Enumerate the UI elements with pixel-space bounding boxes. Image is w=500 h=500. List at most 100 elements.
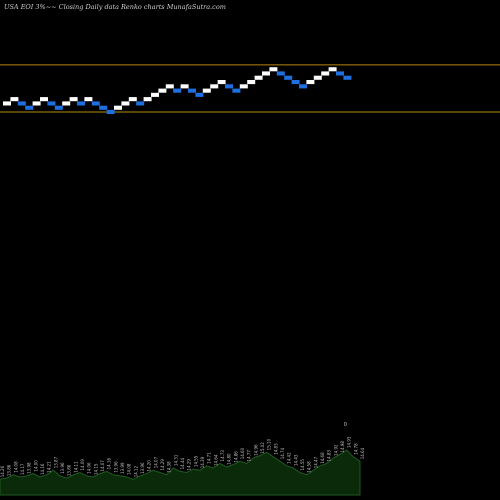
volume-label: 14.07 — [153, 456, 158, 468]
volume-label: 14.44 — [180, 457, 185, 469]
volume-label: 14.07 — [100, 460, 105, 472]
renko-brick-down — [195, 92, 204, 97]
renko-brick-up — [262, 71, 270, 76]
volume-label: 14.83 — [273, 443, 278, 455]
renko-brick-down — [336, 71, 344, 76]
volume-label: 14.16 — [40, 463, 45, 475]
volume-area — [0, 449, 361, 496]
renko-brick-down — [225, 84, 233, 89]
volume-label: 14.83 — [327, 450, 332, 462]
volume-label: 14.55 — [193, 455, 198, 467]
renko-brick-down — [291, 80, 300, 85]
renko-brick-up — [62, 101, 71, 106]
renko-brick-up — [40, 97, 48, 102]
volume-label: 14.06 — [87, 462, 92, 474]
volume-label: 14.92 — [333, 444, 338, 456]
volume-label: 14.26 — [0, 465, 5, 477]
volume-label: 14.64 — [360, 447, 365, 459]
renko-brick-up — [10, 97, 19, 102]
volume-label: 14.74 — [280, 447, 285, 459]
volume-label: 14.98 — [340, 441, 345, 453]
renko-brick-up — [165, 84, 174, 89]
renko-brick-down — [91, 101, 100, 106]
renko-bricks — [3, 67, 352, 114]
renko-brick-up — [3, 101, 11, 106]
volume-label: 14.11 — [73, 461, 78, 473]
volume-label: 13.96 — [113, 461, 118, 473]
volume-label: 14.47 — [313, 456, 318, 468]
renko-brick-down — [232, 88, 241, 93]
volume-label: 13.98 — [27, 462, 32, 474]
volume-label: 14.38 — [167, 461, 172, 473]
renko-brick-down — [17, 101, 26, 106]
volume-label: 13.86 — [7, 464, 12, 476]
volume-label: 13.96 — [60, 462, 65, 474]
renko-brick-up — [269, 67, 278, 72]
renko-brick-up — [306, 80, 315, 85]
reference-lines — [0, 64, 500, 113]
volume-label: 13.87 — [53, 456, 58, 468]
renko-brick-down — [77, 101, 85, 106]
volume-label: 14.09 — [80, 459, 85, 471]
volume-label: 14.73 — [220, 450, 225, 462]
renko-brick-up — [202, 88, 211, 93]
volume-label: 14.08 — [13, 461, 18, 473]
renko-brick-up — [121, 101, 130, 106]
renko-brick-up — [84, 97, 93, 102]
volume-label: 14.60 — [240, 447, 245, 459]
volume-label: 15.02 — [260, 442, 265, 454]
volume-label: 14.39 — [200, 456, 205, 468]
renko-brick-up — [313, 75, 322, 80]
volume-label: 14.17 — [20, 463, 25, 475]
volume-label: 14.29 — [160, 459, 165, 471]
renko-brick-down — [47, 101, 56, 106]
volume-label: 14.31 — [173, 454, 178, 466]
volume-label: 14.86 — [233, 451, 238, 463]
volume-labels: 14.26 13.86 14.08 14.17 13.98 14.00 14.16 14.21… — [0, 422, 365, 477]
volume-label: 14.58 — [307, 461, 312, 473]
volume-label: 14.55 — [300, 459, 305, 471]
renko-brick-down — [343, 75, 352, 80]
volume-label: 14.15 — [93, 463, 98, 475]
volume-label: 14.00 — [33, 460, 38, 472]
renko-brick-down — [25, 105, 34, 110]
volume-panel — [0, 449, 361, 496]
renko-brick-up — [114, 105, 122, 110]
renko-brick-up — [328, 67, 337, 72]
volume-label: 14.71 — [207, 452, 212, 464]
volume-label: 14.78 — [353, 443, 358, 455]
renko-brick-down — [284, 75, 293, 80]
renko-brick-down — [173, 88, 182, 93]
renko-brick-down — [99, 105, 108, 110]
renko-brick-up — [158, 88, 167, 93]
renko-brick-up — [151, 92, 159, 97]
volume-label: 14.96 — [253, 444, 258, 456]
renko-brick-up — [180, 84, 189, 89]
renko-brick-down — [276, 71, 285, 76]
renko-brick-up — [32, 101, 41, 106]
volume-label: 14.20 — [147, 460, 152, 472]
volume-label: 14.21 — [47, 461, 52, 473]
volume-label: 14.93 — [347, 436, 352, 448]
renko-brick-up — [128, 97, 137, 102]
volume-label: 14.16 — [107, 457, 112, 469]
volume-label: 14.29 — [187, 459, 192, 471]
volume-label: 13.86 — [67, 464, 72, 476]
renko-brick-up — [321, 71, 330, 76]
renko-brick-up — [254, 75, 263, 80]
volume-label: 14.42 — [287, 452, 292, 464]
chart-title: USA EOI 3%~~ Closing Daily data Renko ch… — [4, 3, 226, 11]
volume-label: 14.68 — [320, 452, 325, 464]
renko-brick-up — [217, 80, 226, 85]
volume-peak-marker: 0 — [344, 422, 347, 428]
volume-label: 14.12 — [133, 465, 138, 477]
renko-brick-up — [69, 97, 78, 102]
renko-brick-up — [143, 97, 152, 102]
renko-brick-down — [188, 88, 196, 93]
volume-label: 14.43 — [293, 454, 298, 466]
renko-brick-down — [106, 109, 115, 114]
volume-label: 15.10 — [267, 438, 272, 450]
volume-label: 14.80 — [227, 453, 232, 465]
